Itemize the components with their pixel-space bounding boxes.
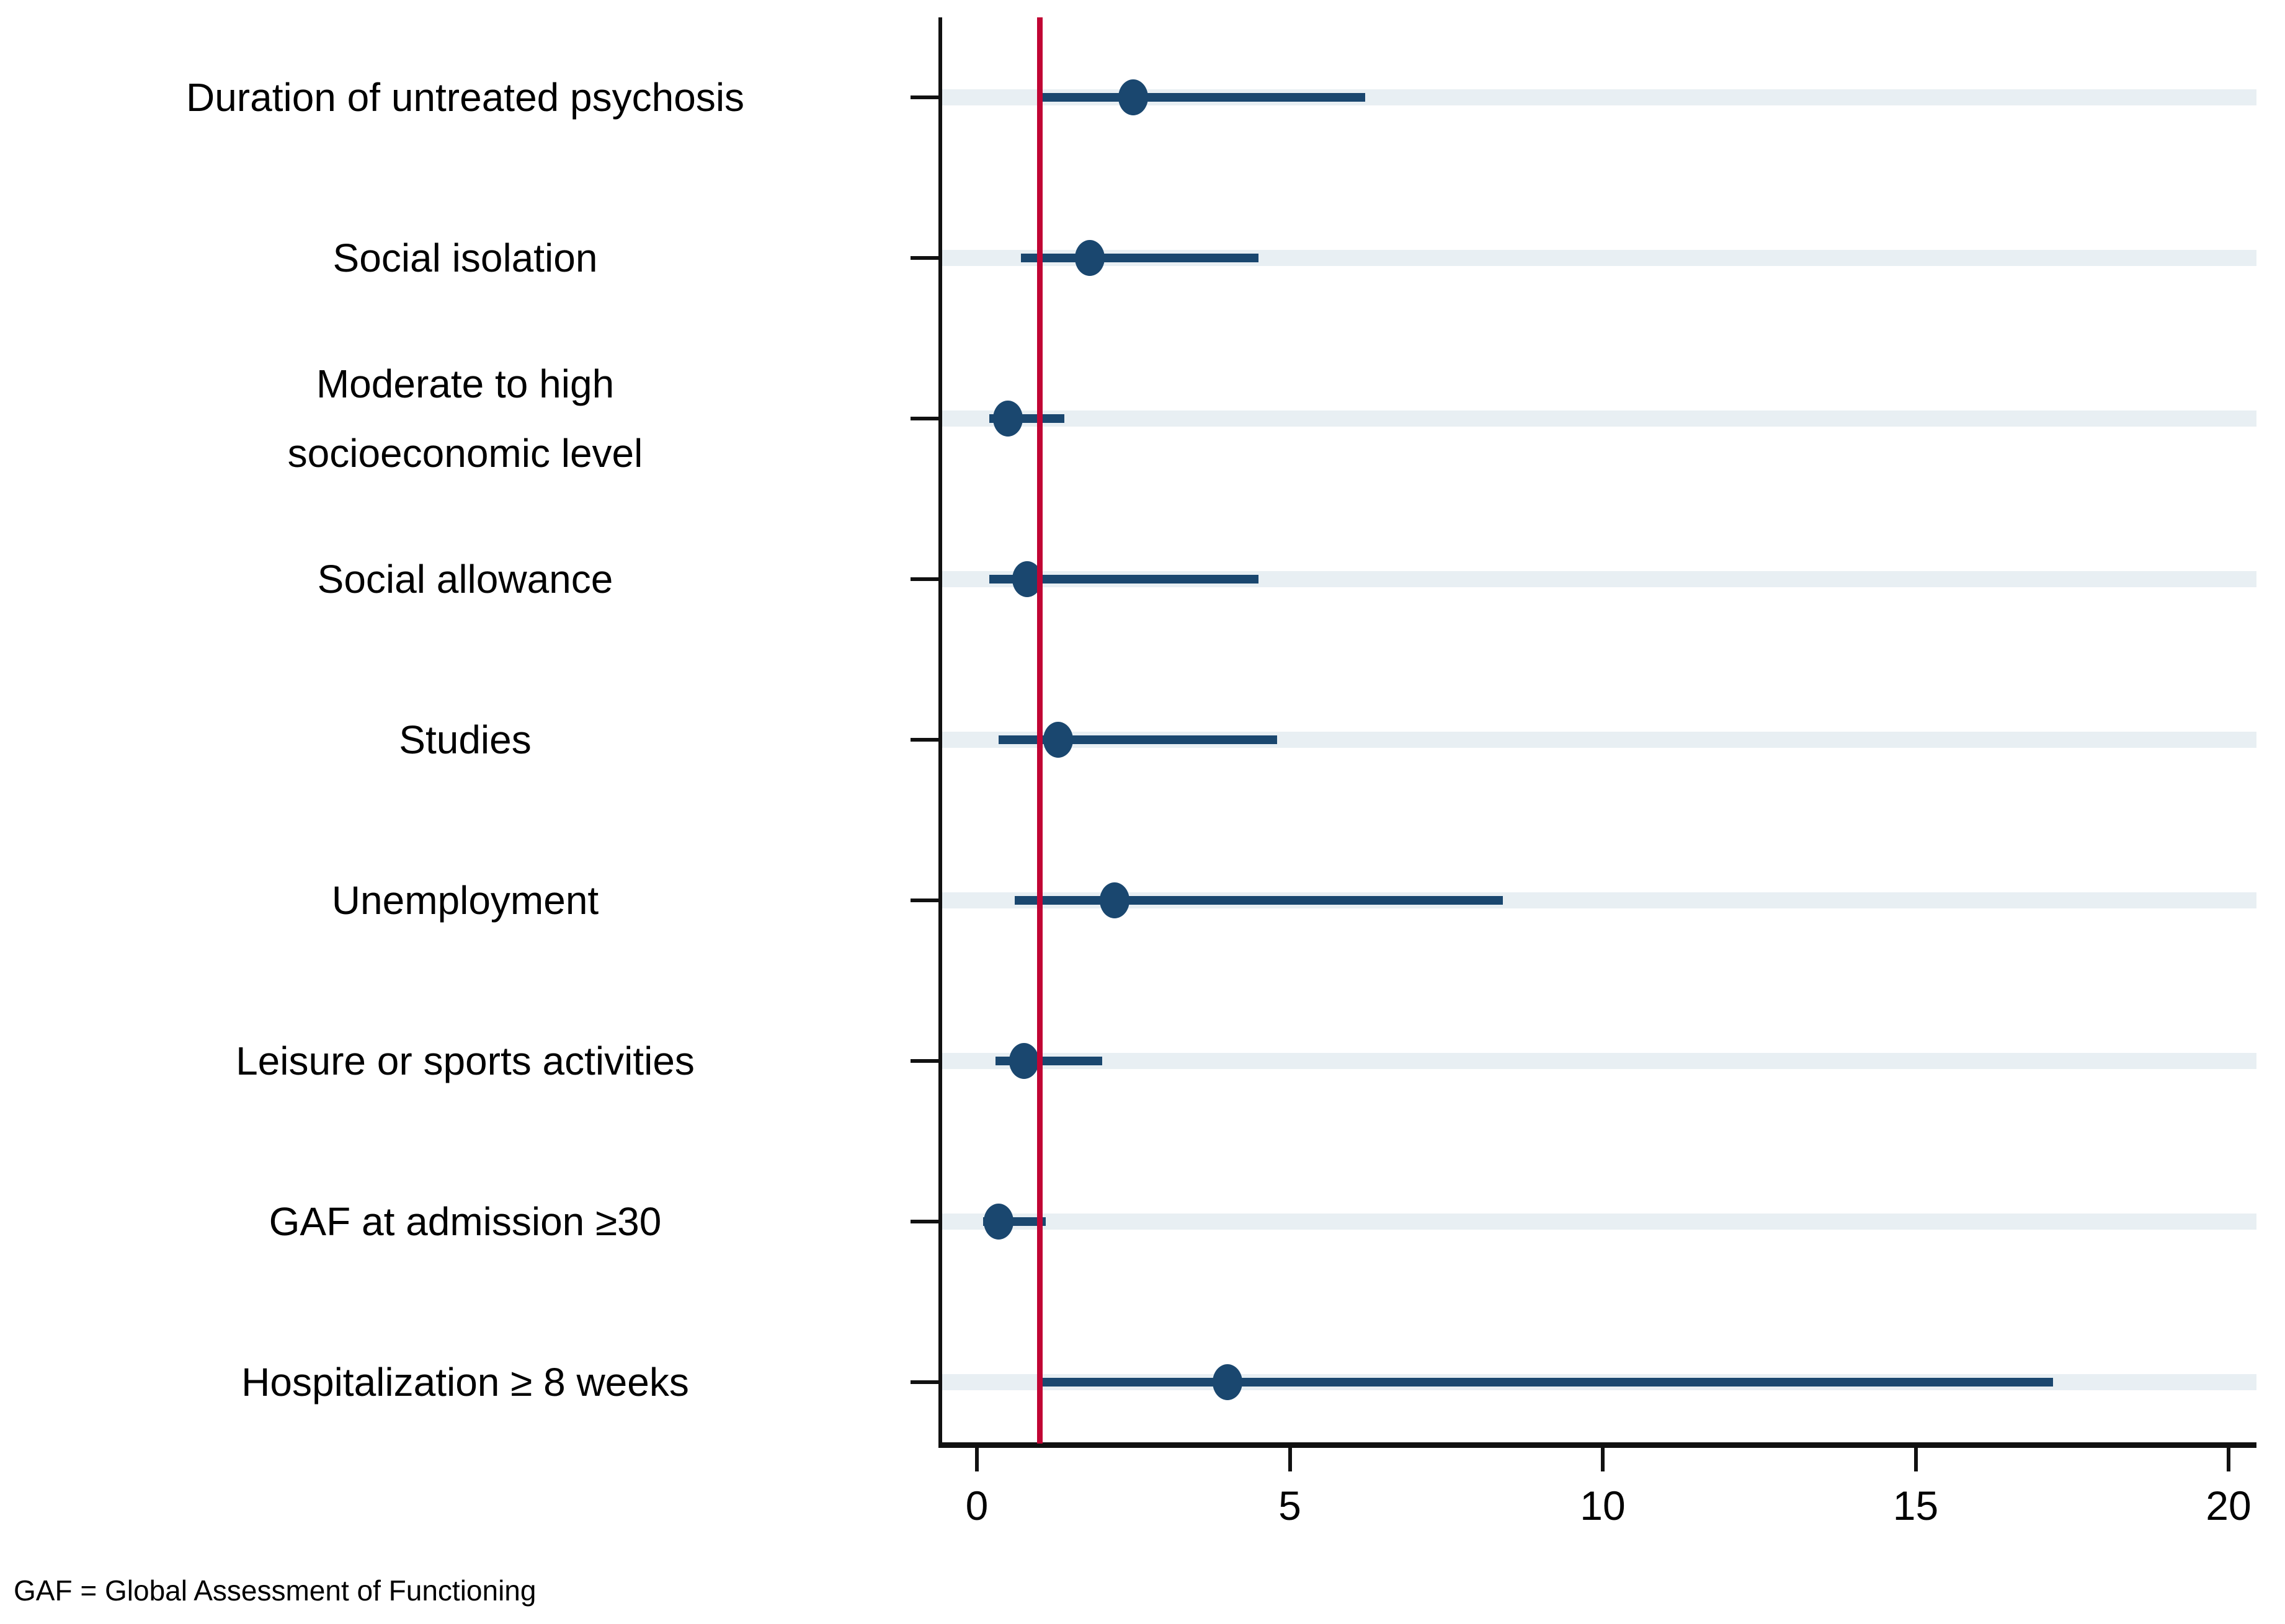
category-label: GAF at admission ≥30 — [0, 1194, 930, 1249]
y-axis-tick — [911, 1380, 940, 1384]
category-label: Moderate to high socioeconomic level — [0, 349, 930, 488]
category-label-line: Social isolation — [332, 236, 598, 280]
point-estimate-marker — [1212, 1364, 1242, 1400]
confidence-interval-line — [1039, 93, 1365, 102]
footnote: GAF = Global Assessment of Functioning — [14, 1574, 537, 1607]
category-label-line: Moderate to high — [316, 362, 615, 406]
y-axis-tick — [911, 1059, 940, 1063]
category-label-line: Duration of untreated psychosis — [185, 75, 745, 120]
category-label-line: socioeconomic level — [287, 431, 643, 476]
point-estimate-marker — [1118, 79, 1149, 115]
y-axis-tick — [911, 1220, 940, 1223]
y-axis-tick — [911, 256, 940, 260]
category-label: Studies — [0, 712, 930, 768]
category-label-line: Social allowance — [317, 557, 613, 601]
category-label: Leisure or sports activities — [0, 1033, 930, 1089]
x-axis-tick — [1913, 1448, 1918, 1471]
category-label-line: Hospitalization ≥ 8 weeks — [241, 1360, 689, 1404]
y-axis-tick — [911, 577, 940, 581]
category-label: Duration of untreated psychosis — [0, 69, 930, 125]
category-label-line: GAF at admission ≥30 — [269, 1199, 662, 1244]
x-axis-tick-label: 5 — [1278, 1483, 1301, 1529]
y-axis-tick — [911, 899, 940, 902]
y-axis-tick — [911, 417, 940, 420]
point-estimate-marker — [984, 1204, 1014, 1240]
confidence-interval-line — [1020, 254, 1259, 262]
x-axis-tick-label: 0 — [965, 1483, 989, 1529]
x-axis-tick-label: 15 — [1892, 1483, 1939, 1529]
x-axis-line — [938, 1442, 2256, 1448]
confidence-interval-line — [1014, 896, 1503, 905]
category-label: Hospitalization ≥ 8 weeks — [0, 1354, 930, 1410]
x-axis-tick — [975, 1448, 979, 1471]
x-axis-tick-label: 10 — [1580, 1483, 1626, 1529]
category-label-line: Studies — [399, 717, 532, 762]
horizontal-gridline — [940, 1214, 2256, 1230]
point-estimate-marker — [1012, 561, 1042, 597]
category-label-line: Leisure or sports activities — [236, 1039, 695, 1083]
reference-line — [1036, 17, 1043, 1444]
x-axis-tick — [2227, 1448, 2230, 1471]
point-estimate-marker — [1009, 1043, 1039, 1079]
category-label-line: Unemployment — [331, 878, 599, 923]
horizontal-gridline — [940, 410, 2256, 427]
point-estimate-marker — [1074, 240, 1105, 276]
category-label: Social isolation — [0, 230, 930, 286]
confidence-interval-line — [1039, 1378, 2054, 1387]
category-label: Unemployment — [0, 872, 930, 928]
horizontal-gridline — [940, 1053, 2256, 1069]
confidence-interval-line — [989, 575, 1259, 583]
y-axis-tick — [911, 95, 940, 99]
y-axis-line — [938, 17, 942, 1445]
category-label: Social allowance — [0, 551, 930, 607]
point-estimate-marker — [1099, 882, 1129, 918]
y-axis-tick — [911, 738, 940, 742]
point-estimate-marker — [993, 401, 1023, 437]
point-estimate-marker — [1043, 722, 1074, 758]
x-axis-tick-label: 20 — [2206, 1483, 2252, 1529]
x-axis-tick — [1288, 1448, 1292, 1471]
x-axis-tick — [1601, 1448, 1605, 1471]
